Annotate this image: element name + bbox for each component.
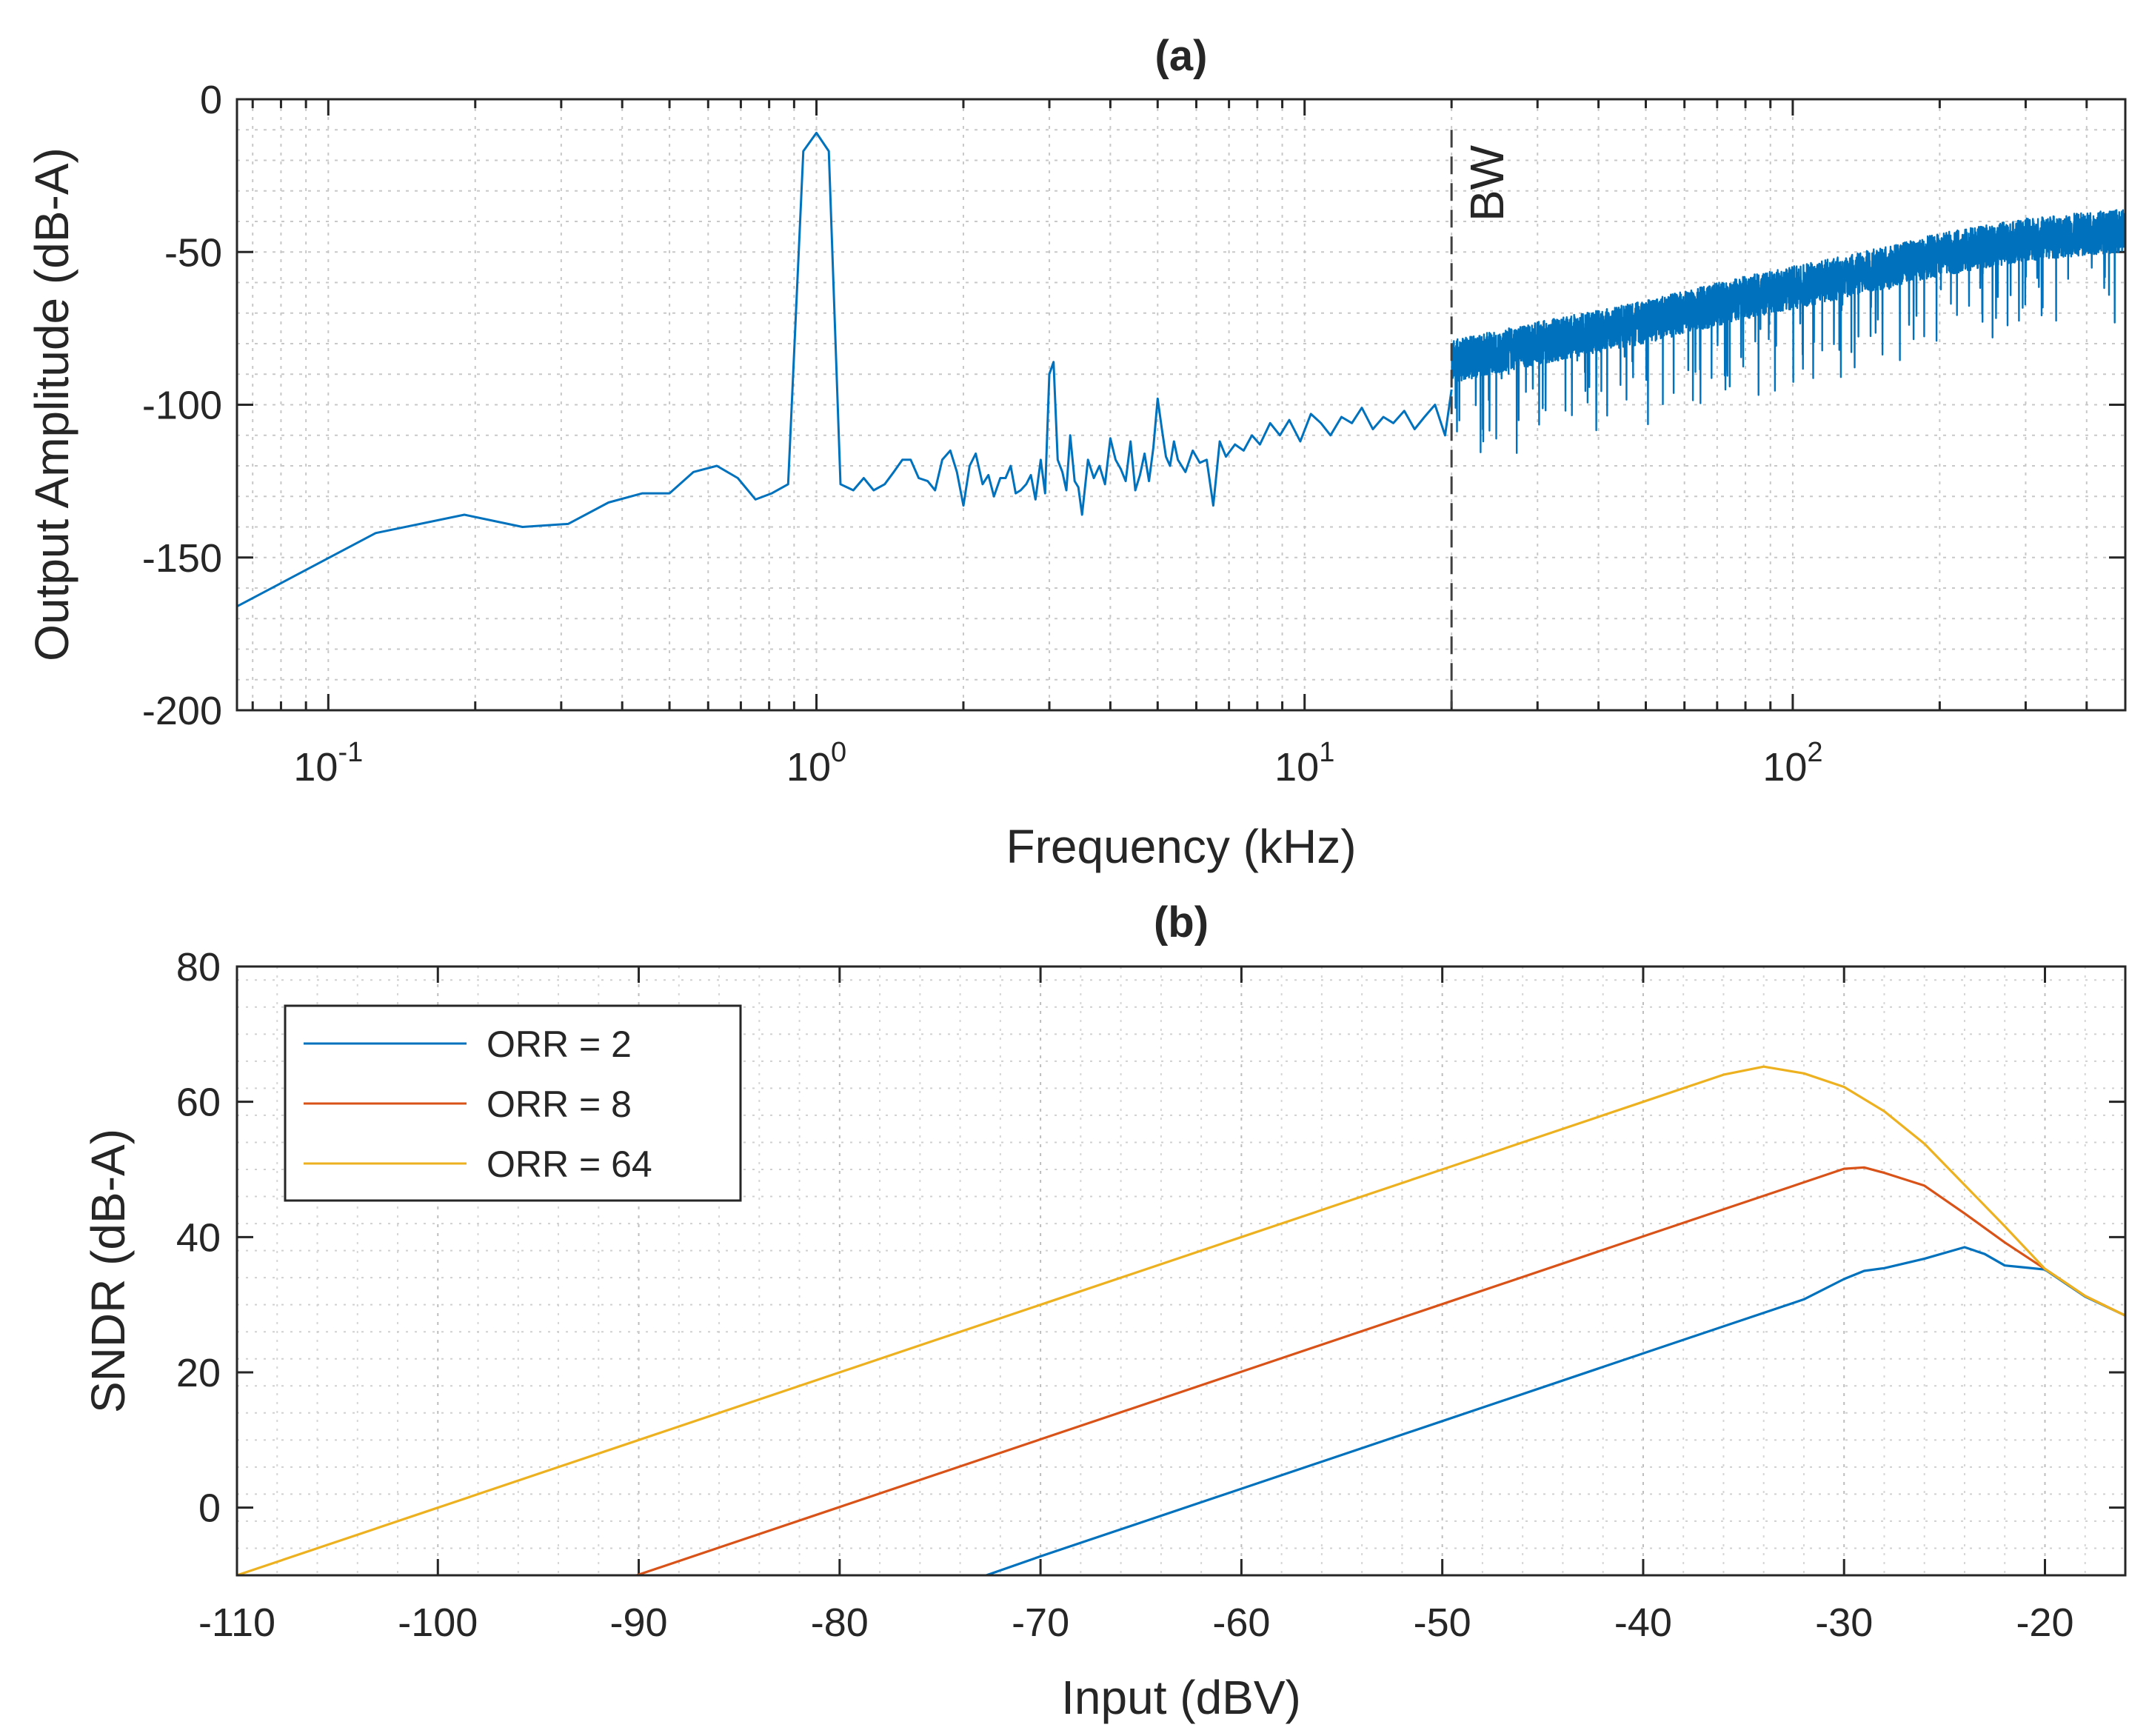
plot-area-b — [235, 965, 2127, 1577]
x-tick-label: -70 — [1012, 1600, 1069, 1645]
plot-area-a — [235, 98, 2127, 712]
spectrum-line-inband — [236, 131, 1453, 608]
panel-b: -110 -100 -90 -80 -70 -60 -50 -40 -30 -20 0 20 40 60 8… — [81, 898, 2127, 1724]
x-tick-label: 101 — [1274, 737, 1334, 789]
a-lines — [236, 131, 2127, 608]
x-axis-label-b: Input (dBV) — [1061, 1671, 1301, 1724]
series-line-orr-8 — [636, 1166, 2126, 1577]
y-axis-label-b: SNDR (dB-A) — [81, 1129, 135, 1413]
x-axis-label-a: Frequency (kHz) — [1006, 820, 1357, 873]
b-ticks: -110 -100 -90 -80 -70 -60 -50 -40 -30 -20 0 20 40 60 8… — [176, 945, 2125, 1645]
y-tick-label: 0 — [200, 78, 222, 122]
legend-label-orr-2: ORR = 2 — [487, 1024, 632, 1065]
a-grid — [237, 99, 2125, 711]
a-ticks: 0 -50 -100 -150 -200 10-1 100 101 102 — [142, 78, 2125, 789]
y-tick-label: 40 — [176, 1215, 221, 1260]
x-tick-label: -90 — [610, 1600, 668, 1645]
x-tick-label: -40 — [1614, 1600, 1672, 1645]
x-tick-label: -50 — [1414, 1600, 1471, 1645]
legend: ORR = 2 ORR = 8 ORR = 64 — [284, 1004, 742, 1202]
legend-label-orr-64: ORR = 64 — [487, 1144, 652, 1185]
x-tick-label: -110 — [198, 1600, 275, 1645]
y-tick-label: 60 — [176, 1081, 221, 1125]
y-tick-label: -100 — [142, 384, 222, 428]
series-line-orr-2 — [986, 1246, 2126, 1577]
x-tick-label: -20 — [2016, 1600, 2073, 1645]
x-tick-label: -100 — [398, 1600, 478, 1645]
y-tick-label: 20 — [176, 1351, 221, 1395]
bw-annotation: BW — [1460, 144, 1514, 221]
panel-a: 0 -50 -100 -150 -200 10-1 100 101 102 (a) Freque… — [25, 32, 2127, 873]
x-tick-label: 102 — [1762, 737, 1822, 789]
y-axis-label-a: Output Amplitude (dB-A) — [25, 147, 78, 661]
y-tick-label: 80 — [176, 945, 221, 989]
x-tick-label: 100 — [786, 737, 846, 789]
y-tick-label: -150 — [142, 536, 222, 581]
b-lines — [236, 1065, 2126, 1577]
y-tick-label: -200 — [142, 689, 222, 733]
y-tick-label: -50 — [164, 230, 222, 275]
series-line-orr-64 — [236, 1065, 2126, 1577]
y-tick-label: 0 — [198, 1486, 221, 1531]
x-tick-label: -60 — [1212, 1600, 1270, 1645]
chart-title-b: (b) — [1154, 898, 1209, 947]
x-tick-label: 10-1 — [293, 737, 363, 789]
chart-title-a: (a) — [1155, 32, 1208, 80]
spectrum-line-outband — [1451, 209, 2127, 454]
x-tick-label: -30 — [1815, 1600, 1873, 1645]
x-tick-label: -80 — [811, 1600, 869, 1645]
legend-label-orr-8: ORR = 8 — [487, 1084, 632, 1125]
